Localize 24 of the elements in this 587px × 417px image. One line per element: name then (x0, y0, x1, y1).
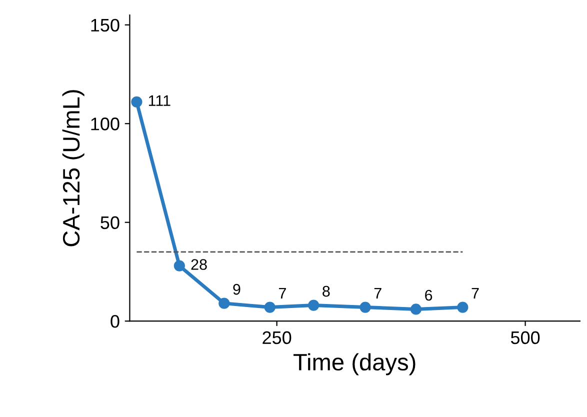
y-tick-label: 0 (110, 315, 120, 328)
point (218, 298, 230, 309)
x-axis-title: Time (days) (294, 353, 416, 376)
data-label: 7 (278, 288, 286, 299)
y-tick-label: 100 (91, 118, 120, 130)
point (131, 96, 142, 108)
point (360, 302, 371, 313)
data-label: 8 (322, 286, 330, 297)
point (174, 260, 185, 272)
data-label: 7 (374, 288, 382, 299)
point (264, 302, 276, 313)
x-tick-label: 500 (510, 331, 540, 344)
y-tick-label: 50 (100, 216, 120, 230)
data-label: 6 (425, 290, 432, 301)
y-tick-label: 150 (91, 18, 120, 32)
data-label: 7 (472, 288, 479, 299)
point (308, 300, 320, 311)
point (457, 302, 468, 313)
data-label: 9 (233, 284, 240, 295)
point (410, 304, 422, 315)
x-tick-label: 250 (262, 331, 292, 344)
data-label: 28 (191, 259, 207, 270)
data-label: 111 (148, 95, 170, 106)
y-axis-title: CA-125 (U/mL) (62, 90, 84, 246)
